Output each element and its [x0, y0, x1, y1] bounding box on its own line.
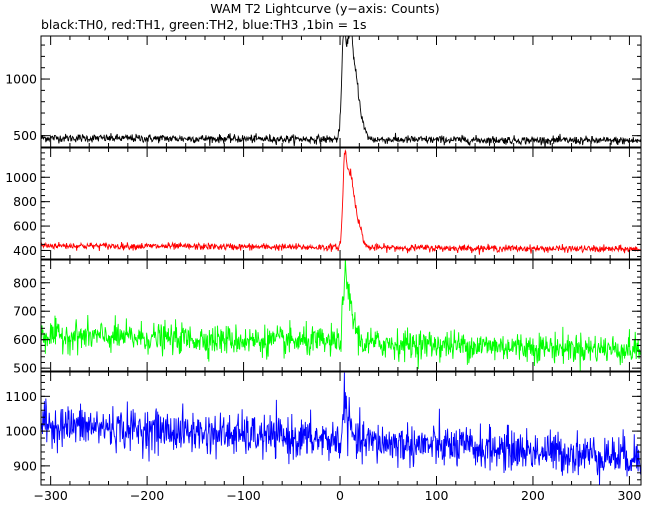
panel-th1: 400 600 800 1000 — [5, 147, 642, 260]
x-tick-label: 200 — [521, 488, 545, 503]
panel-frame — [40, 147, 642, 260]
y-tick-label: 1000 — [5, 424, 37, 439]
chart-title: WAM T2 Lightcurve (y−axis: Counts) — [210, 1, 440, 16]
panel-frame — [40, 371, 642, 486]
x-tick-label: 300 — [617, 488, 641, 503]
x-tick-label: −200 — [130, 488, 164, 503]
y-tick-label: 600 — [13, 332, 37, 347]
y-tick-label: 900 — [13, 458, 37, 473]
panel-th3: 900 1000 1100 — [5, 371, 642, 486]
series-trace-th1 — [41, 149, 641, 255]
panel-frame — [40, 35, 642, 148]
y-tick-label: 1000 — [5, 72, 37, 87]
series-trace-th3 — [41, 372, 641, 485]
y-tick-label: 800 — [13, 275, 37, 290]
x-axis: −300 −200 −100 0 100 200 300 — [33, 488, 641, 503]
panel-th0: 500 1000 — [5, 35, 642, 148]
y-tick-label: 1000 — [5, 170, 37, 185]
x-tick-label: 0 — [336, 488, 344, 503]
x-tick-label: −300 — [33, 488, 67, 503]
series-trace-th2 — [41, 260, 641, 371]
panels-group: 500 1000 400 600 800 1000 500 600 700 800 900 1000 1… — [5, 35, 642, 486]
chart-subtitle: black:TH0, red:TH1, green:TH2, blue:TH3 … — [41, 17, 367, 32]
y-tick-label: 800 — [13, 194, 37, 209]
x-tick-label: −100 — [226, 488, 260, 503]
y-tick-label: 1100 — [5, 389, 37, 404]
y-tick-label: 600 — [13, 219, 37, 234]
series-trace-th0 — [41, 36, 641, 147]
y-tick-label: 500 — [13, 128, 37, 143]
y-tick-label: 400 — [13, 243, 37, 258]
y-tick-label: 500 — [13, 361, 37, 376]
panel-frame — [40, 259, 642, 372]
panel-th2: 500 600 700 800 — [13, 259, 642, 376]
y-tick-label: 700 — [13, 304, 37, 319]
x-tick-label: 100 — [425, 488, 449, 503]
